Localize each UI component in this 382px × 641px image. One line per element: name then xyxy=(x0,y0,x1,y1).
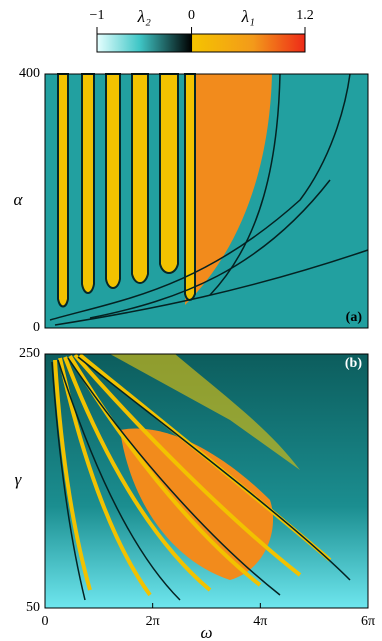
y-axis-label: α xyxy=(14,190,24,209)
plot-frame xyxy=(44,353,369,609)
heatmap-a xyxy=(45,73,369,328)
colorbar-tick-label: −1 xyxy=(90,8,105,23)
panel-label: (b) xyxy=(345,356,362,371)
y-tick-label: 50 xyxy=(26,600,40,615)
x-tick-label: 0 xyxy=(42,614,49,629)
y-axis-label: γ xyxy=(15,470,23,489)
panel-label: (a) xyxy=(346,310,363,325)
x-tick-label: 2π xyxy=(146,614,160,629)
y-tick-label: 250 xyxy=(19,346,40,361)
colorbar xyxy=(96,33,306,53)
x-tick-label: 6π xyxy=(361,614,375,629)
y-tick-label: 0 xyxy=(33,320,40,335)
heatmap-b xyxy=(45,353,368,608)
x-axis-label: ω xyxy=(200,623,212,641)
colorbar-tick-label: 0 xyxy=(188,8,195,23)
x-tick-label: 4π xyxy=(253,614,267,629)
plot-frame xyxy=(44,73,369,329)
colorbar-label: λ₁ xyxy=(241,7,255,26)
colorbar-tick-label: 1.2 xyxy=(296,8,314,23)
y-tick-label: 400 xyxy=(19,66,40,81)
colorbar-label: λ₂ xyxy=(137,7,151,26)
